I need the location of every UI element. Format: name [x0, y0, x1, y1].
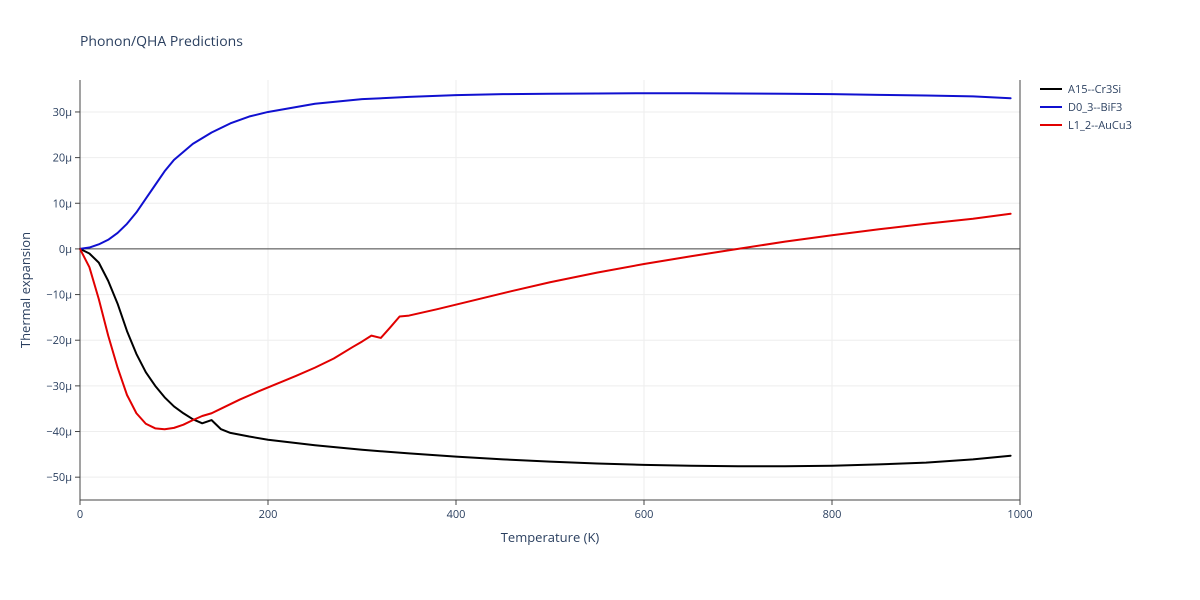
series-line[interactable]: [80, 214, 1011, 429]
y-axis-label: Thermal expansion: [16, 232, 34, 348]
x-axis-label: Temperature (K): [501, 528, 600, 546]
legend: A15--Cr3Si D0_3--BiF3 L1_2--AuCu3: [1040, 80, 1132, 134]
y-tick-label: −30μ: [46, 379, 72, 394]
series-line[interactable]: [80, 93, 1011, 249]
legend-swatch: [1040, 88, 1062, 90]
plot-area: 0 200 400 600 800 1000 −50μ −40μ −30μ −20μ −10μ 0μ 1…: [0, 0, 1200, 600]
y-tick-label: −40μ: [46, 425, 72, 440]
legend-item[interactable]: A15--Cr3Si: [1040, 80, 1132, 98]
legend-swatch: [1040, 124, 1062, 126]
y-tick-label: 10μ: [53, 196, 72, 211]
legend-item[interactable]: D0_3--BiF3: [1040, 98, 1132, 116]
chart-container: Phonon/QHA Predictions 02004006008001000…: [0, 0, 1200, 600]
x-tick-label: 400: [447, 507, 466, 522]
x-tick-label: 800: [823, 507, 842, 522]
legend-item[interactable]: L1_2--AuCu3: [1040, 116, 1132, 134]
series-line[interactable]: [80, 249, 1011, 466]
x-tick-label: 200: [259, 507, 278, 522]
legend-label: A15--Cr3Si: [1068, 82, 1121, 97]
x-tick-label: 600: [635, 507, 654, 522]
y-tick-label: −10μ: [46, 288, 72, 303]
y-tick-label: −50μ: [46, 470, 72, 485]
legend-swatch: [1040, 106, 1062, 108]
y-tick-label: 20μ: [53, 151, 72, 166]
y-tick-label: 0μ: [59, 242, 72, 257]
y-tick-label: −20μ: [46, 333, 72, 348]
x-tick-label: 1000: [1007, 507, 1032, 522]
legend-label: L1_2--AuCu3: [1068, 118, 1132, 133]
x-tick-label: 0: [77, 507, 83, 522]
y-tick-label: 30μ: [53, 105, 72, 120]
legend-label: D0_3--BiF3: [1068, 100, 1122, 115]
